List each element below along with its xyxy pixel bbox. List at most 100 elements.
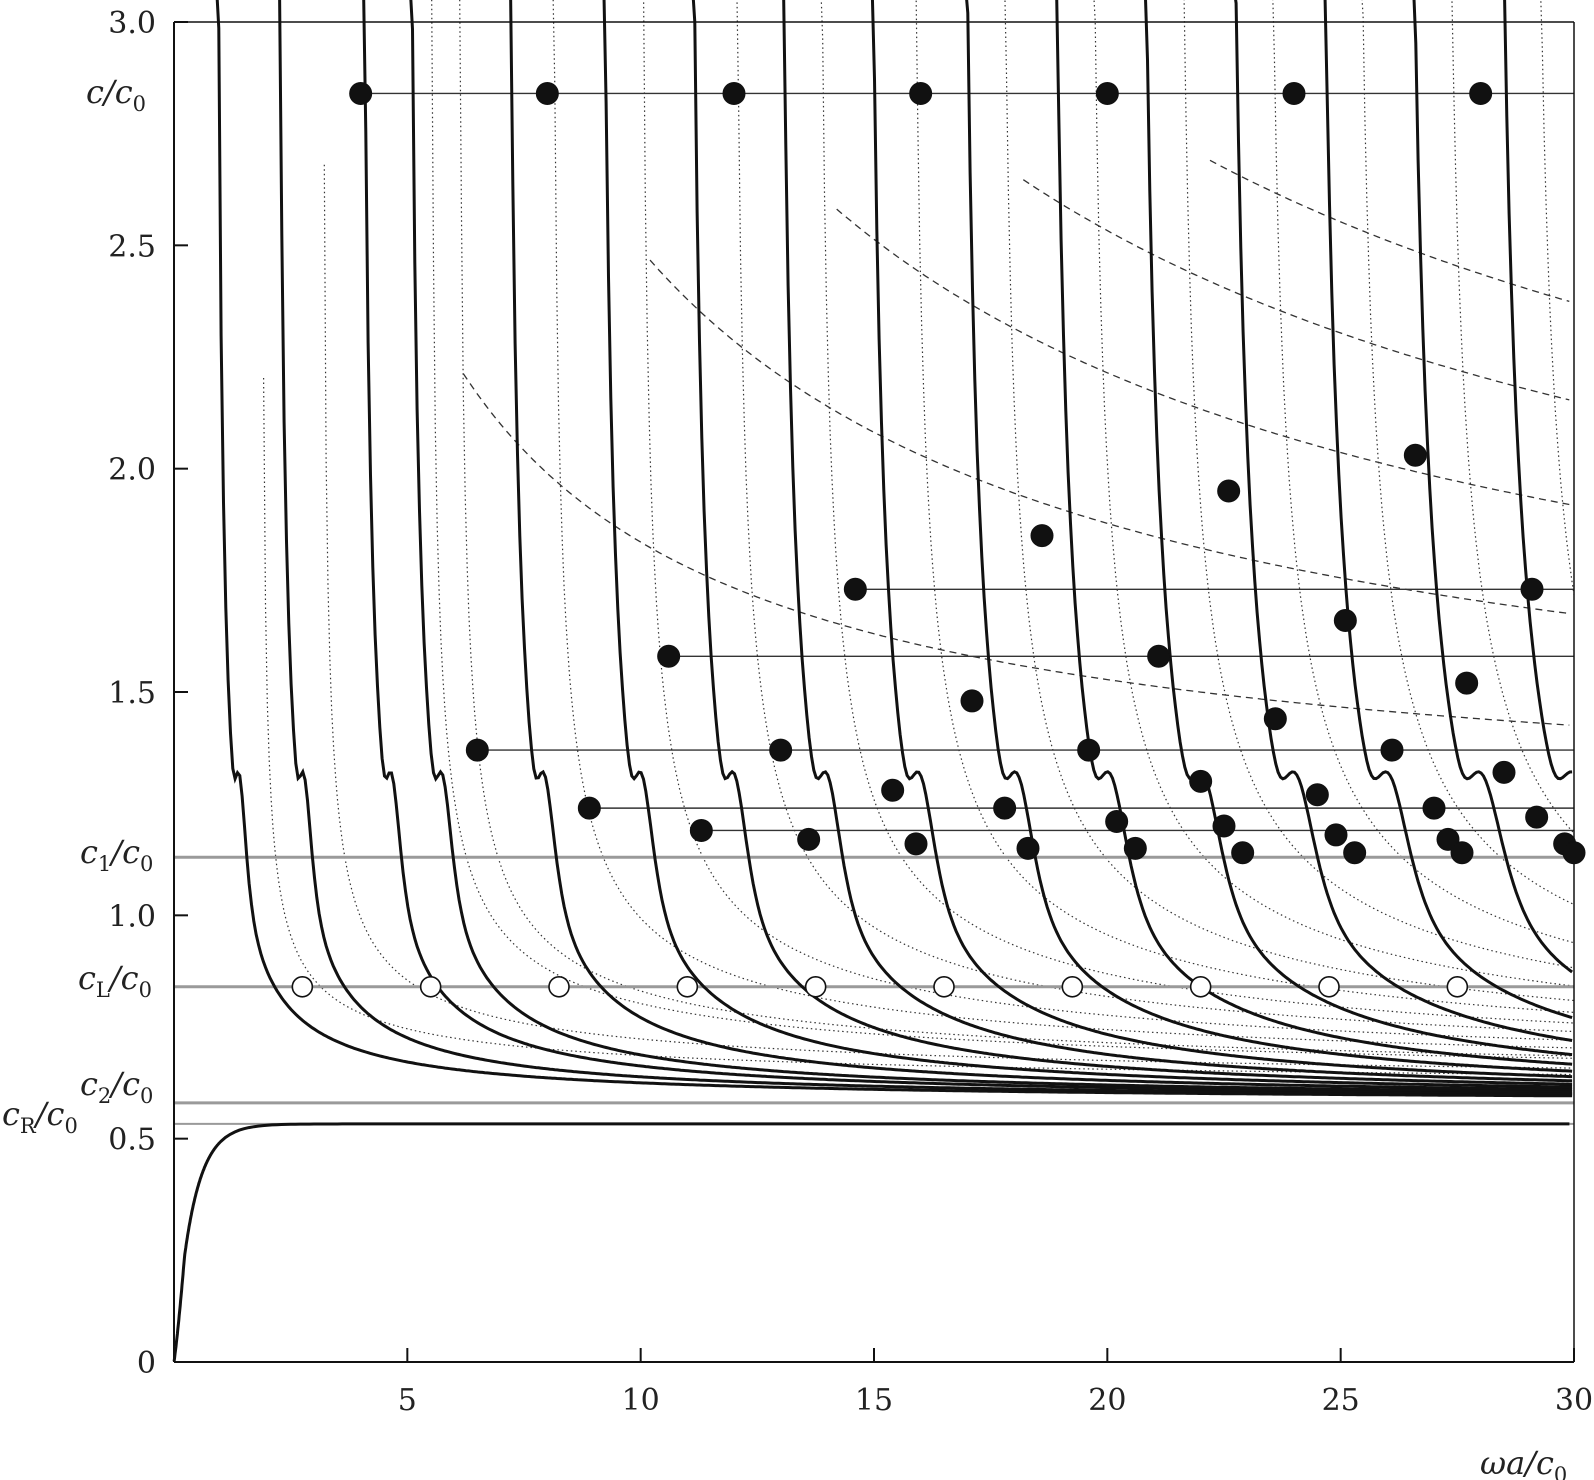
axes: 5 10 15 20 25 30 0 0.5 1.0 1.5 2.0 2.5 3.0 xyxy=(108,6,1593,1418)
dashed-curve xyxy=(462,373,1570,726)
filled-marker xyxy=(1189,769,1213,793)
filled-marker xyxy=(722,81,746,105)
dotted-curve xyxy=(323,164,1574,1069)
x-tick-label: 30 xyxy=(1555,1383,1593,1418)
y-tick-label: 2.5 xyxy=(108,229,156,264)
filled-marker xyxy=(465,738,489,762)
x-tick-label: 10 xyxy=(622,1383,660,1418)
filled-marker xyxy=(1217,479,1241,503)
dotted-curve xyxy=(1272,0,1574,944)
dashed-curve xyxy=(1209,159,1570,303)
solid-branch xyxy=(362,0,1573,1095)
filled-marker xyxy=(577,796,601,820)
solid-branch xyxy=(691,0,1573,1086)
dotted-curve xyxy=(1004,0,1575,1002)
solid-branches xyxy=(172,0,1573,1362)
filled-marker xyxy=(1282,81,1306,105)
dashed-curve xyxy=(836,208,1570,506)
dotted-curve xyxy=(459,0,1574,1057)
dotted-curve xyxy=(643,0,1574,1041)
filled-marker xyxy=(769,738,793,762)
solid-branch xyxy=(1503,0,1573,781)
filled-marker xyxy=(1123,836,1147,860)
y-axis-title: c/c0 xyxy=(86,73,146,116)
filled-marker xyxy=(1324,823,1348,847)
open-marker xyxy=(804,975,827,998)
filled-marker xyxy=(1422,796,1446,820)
filled-marker xyxy=(1095,81,1119,105)
open-marker xyxy=(676,975,699,998)
filled-marker xyxy=(689,818,713,842)
dashed-curve xyxy=(1022,179,1570,401)
solid-branch xyxy=(1323,0,1573,1020)
cR-label: cR/c0 xyxy=(2,1095,78,1138)
filled-marker xyxy=(1105,810,1129,834)
filled-marker xyxy=(535,81,559,105)
filled-marker xyxy=(1016,836,1040,860)
filled-marker xyxy=(1492,760,1516,784)
open-marker xyxy=(291,975,314,998)
open-marker xyxy=(1061,975,1084,998)
solid-branch xyxy=(965,0,1573,1073)
open-marker xyxy=(548,975,570,998)
c1-label: c1/c0 xyxy=(80,833,153,876)
y-tick-label: 1.5 xyxy=(108,676,156,711)
dotted-curve xyxy=(1361,0,1575,906)
filled-marker xyxy=(1343,841,1367,865)
y-tick-label: 1.0 xyxy=(108,899,156,934)
filled-marker xyxy=(1212,814,1236,838)
dotted-curve xyxy=(552,0,1574,1049)
open-marker xyxy=(1318,975,1340,998)
dotted-curve xyxy=(1540,0,1575,595)
filled-marker xyxy=(1436,827,1460,851)
open-marker xyxy=(933,975,955,998)
filled-marker xyxy=(657,644,681,668)
filled-marker xyxy=(1520,577,1544,601)
dotted-curve xyxy=(1451,0,1574,833)
solid-branch xyxy=(782,0,1573,1083)
filled-marker xyxy=(1455,671,1479,695)
rayleigh-branch xyxy=(172,1122,1570,1362)
solid-branch xyxy=(602,0,1573,1089)
filled-marker xyxy=(993,796,1017,820)
filled-marker xyxy=(1305,783,1329,807)
filled-marker xyxy=(1469,81,1493,105)
c2-label: c2/c0 xyxy=(80,1065,153,1108)
filled-marker xyxy=(909,81,933,105)
y-tick-label: 2.0 xyxy=(108,453,156,488)
filled-marker xyxy=(904,832,928,856)
solid-branch xyxy=(278,0,1573,1097)
filled-marker xyxy=(1403,443,1427,467)
filled-marker xyxy=(797,827,821,851)
y-tick-label: 0.5 xyxy=(108,1123,156,1158)
solid-branch xyxy=(215,0,1573,1098)
open-marker xyxy=(1189,975,1212,998)
solid-branch xyxy=(1055,0,1573,1066)
x-tick-label: 20 xyxy=(1088,1383,1126,1418)
dotted-curve xyxy=(431,0,1574,1059)
x-tick-label: 25 xyxy=(1322,1383,1360,1418)
filled-marker xyxy=(349,81,373,105)
filled-marker xyxy=(1231,841,1255,865)
horizontal-segments xyxy=(360,92,1574,832)
markers xyxy=(291,81,1586,998)
cL-label: cL/c0 xyxy=(78,959,152,1002)
filled-marker xyxy=(1077,738,1101,762)
filled-marker xyxy=(1333,609,1357,633)
filled-marker xyxy=(1147,644,1171,668)
dotted-curve xyxy=(736,0,1574,1033)
solid-branch xyxy=(409,0,1573,1093)
labels: c/c0 c1/c0 cL/c0 c2/c0 cR/c0 ωa/c0 xyxy=(2,73,1567,1480)
filled-marker xyxy=(1562,841,1586,865)
filled-marker xyxy=(1525,805,1549,829)
filled-marker xyxy=(1030,524,1054,548)
x-axis-title: ωa/c0 xyxy=(1480,1444,1567,1480)
solid-branch xyxy=(1234,0,1573,1042)
dotted-curve xyxy=(1183,0,1575,969)
filled-marker xyxy=(881,778,905,802)
open-marker xyxy=(1446,975,1469,998)
solid-branch xyxy=(509,0,1573,1091)
dotted-curve xyxy=(820,0,1574,1024)
y-tick-label: 3.0 xyxy=(108,6,156,41)
